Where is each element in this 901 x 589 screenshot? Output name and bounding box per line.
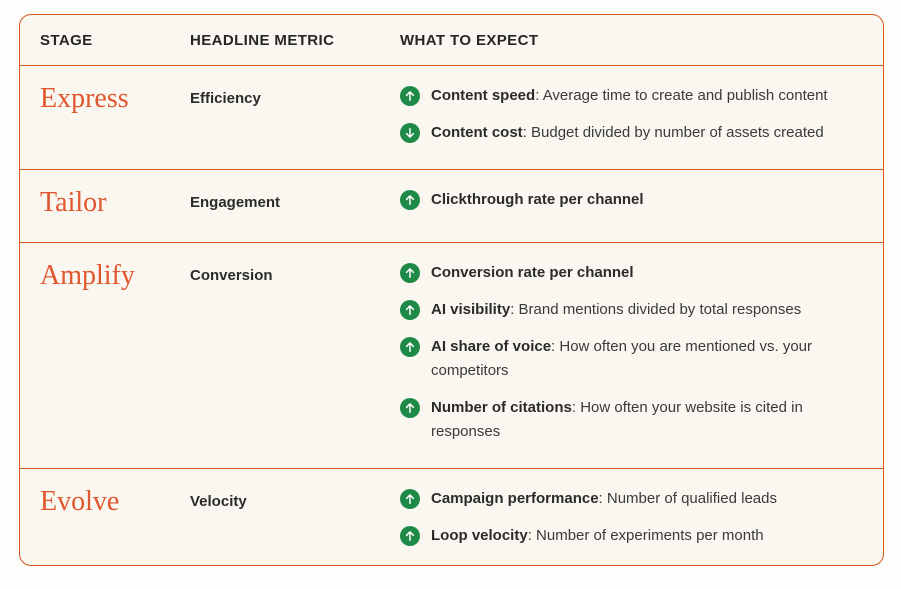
stage-name: Evolve xyxy=(40,486,120,517)
expectation-text: Number of citations: How often your webs… xyxy=(431,396,851,444)
table-header-row: STAGE HEADLINE METRIC WHAT TO EXPECT xyxy=(20,15,883,65)
expectation-label: Clickthrough rate per channel xyxy=(431,191,644,208)
arrow-up-icon xyxy=(400,86,420,106)
arrow-up-icon xyxy=(400,263,420,283)
expectation-text: Conversion rate per channel xyxy=(431,261,634,285)
expectation-description: : Brand mentions divided by total respon… xyxy=(510,301,802,318)
arrow-up-icon xyxy=(400,337,420,357)
expectation-text: AI visibility: Brand mentions divided by… xyxy=(431,298,801,322)
expectation-description: : Average time to create and publish con… xyxy=(535,87,828,104)
expectation-item: Content speed: Average time to create an… xyxy=(400,84,863,108)
table-row: Tailor Engagement Clickthrough rate per … xyxy=(20,169,883,242)
expectation-item: Content cost: Budget divided by number o… xyxy=(400,121,863,145)
arrow-down-icon xyxy=(400,123,420,143)
headline-metric: Velocity xyxy=(190,493,247,510)
headline-metric: Conversion xyxy=(190,267,273,284)
expectation-list: Conversion rate per channel AI visibilit… xyxy=(400,261,863,444)
expectation-label: Content cost xyxy=(431,124,523,141)
expectation-label: AI share of voice xyxy=(431,338,552,355)
arrow-up-icon xyxy=(400,190,420,210)
headline-metric: Efficiency xyxy=(190,90,261,107)
expectation-item: Loop velocity: Number of experiments per… xyxy=(400,524,863,548)
stage-name: Express xyxy=(40,83,129,114)
headline-metric: Engagement xyxy=(190,194,281,211)
expectation-item: Clickthrough rate per channel xyxy=(400,188,863,212)
column-header-expect: WHAT TO EXPECT xyxy=(400,31,539,49)
expectation-label: Content speed xyxy=(431,87,536,104)
arrow-up-icon xyxy=(400,526,420,546)
expectation-label: Loop velocity xyxy=(431,527,528,544)
expectation-list: Clickthrough rate per channel xyxy=(400,188,863,212)
stage-name: Tailor xyxy=(40,187,107,218)
expectation-item: AI share of voice: How often you are men… xyxy=(400,335,863,383)
expectation-text: Campaign performance: Number of qualifie… xyxy=(431,487,777,511)
expectation-text: Content speed: Average time to create an… xyxy=(431,84,828,108)
arrow-up-icon xyxy=(400,300,420,320)
expectation-description: : How often your website is cited in res… xyxy=(431,399,803,440)
table-body: Express Efficiency Content speed: Averag… xyxy=(20,65,883,565)
expectation-item: AI visibility: Brand mentions divided by… xyxy=(400,298,863,322)
stages-table: STAGE HEADLINE METRIC WHAT TO EXPECT Exp… xyxy=(19,14,884,566)
expectation-text: Content cost: Budget divided by number o… xyxy=(431,121,824,145)
expectation-description: : Budget divided by number of assets cre… xyxy=(522,124,824,141)
expectation-label: Number of citations xyxy=(431,399,572,416)
expectation-description: : Number of qualified leads xyxy=(598,490,777,507)
expectation-description: : Number of experiments per month xyxy=(527,527,764,544)
column-header-stage: STAGE xyxy=(40,31,93,49)
expectation-list: Content speed: Average time to create an… xyxy=(400,84,863,145)
expectation-label: AI visibility xyxy=(431,301,511,318)
stage-name: Amplify xyxy=(40,260,135,291)
arrow-up-icon xyxy=(400,398,420,418)
table-row: Amplify Conversion Conversion rate per c… xyxy=(20,242,883,468)
column-header-metric: HEADLINE METRIC xyxy=(190,31,335,49)
expectation-label: Conversion rate per channel xyxy=(431,264,634,281)
table-row: Express Efficiency Content speed: Averag… xyxy=(20,65,883,169)
expectation-item: Number of citations: How often your webs… xyxy=(400,396,863,444)
table-row: Evolve Velocity Campaign performance: Nu… xyxy=(20,468,883,565)
expectation-label: Campaign performance xyxy=(431,490,599,507)
expectation-text: Clickthrough rate per channel xyxy=(431,188,644,212)
expectation-item: Conversion rate per channel xyxy=(400,261,863,285)
expectation-text: AI share of voice: How often you are men… xyxy=(431,335,851,383)
arrow-up-icon xyxy=(400,489,420,509)
expectation-text: Loop velocity: Number of experiments per… xyxy=(431,524,764,548)
expectation-item: Campaign performance: Number of qualifie… xyxy=(400,487,863,511)
expectation-list: Campaign performance: Number of qualifie… xyxy=(400,487,863,548)
expectation-description: : How often you are mentioned vs. your c… xyxy=(431,338,813,379)
